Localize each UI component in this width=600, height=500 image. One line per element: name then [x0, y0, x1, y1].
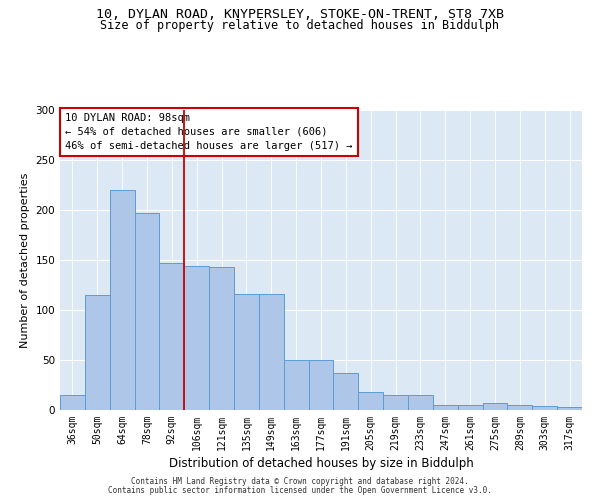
Bar: [259, 294, 284, 410]
X-axis label: Distribution of detached houses by size in Biddulph: Distribution of detached houses by size …: [169, 457, 473, 470]
Text: 10, DYLAN ROAD, KNYPERSLEY, STOKE-ON-TRENT, ST8 7XB: 10, DYLAN ROAD, KNYPERSLEY, STOKE-ON-TRE…: [96, 8, 504, 20]
Bar: [433, 405, 458, 410]
Bar: [85, 295, 110, 410]
Bar: [308, 360, 334, 410]
Bar: [482, 403, 508, 410]
Bar: [134, 213, 160, 410]
Bar: [383, 395, 408, 410]
Bar: [110, 190, 134, 410]
Bar: [408, 395, 433, 410]
Bar: [284, 360, 308, 410]
Bar: [508, 405, 532, 410]
Text: Contains HM Land Registry data © Crown copyright and database right 2024.: Contains HM Land Registry data © Crown c…: [131, 477, 469, 486]
Bar: [234, 294, 259, 410]
Bar: [334, 373, 358, 410]
Bar: [60, 395, 85, 410]
Text: 10 DYLAN ROAD: 98sqm
← 54% of detached houses are smaller (606)
46% of semi-deta: 10 DYLAN ROAD: 98sqm ← 54% of detached h…: [65, 113, 353, 151]
Bar: [160, 263, 184, 410]
Bar: [458, 405, 482, 410]
Bar: [557, 407, 582, 410]
Bar: [184, 266, 209, 410]
Text: Contains public sector information licensed under the Open Government Licence v3: Contains public sector information licen…: [108, 486, 492, 495]
Text: Size of property relative to detached houses in Biddulph: Size of property relative to detached ho…: [101, 18, 499, 32]
Bar: [358, 392, 383, 410]
Y-axis label: Number of detached properties: Number of detached properties: [20, 172, 30, 348]
Bar: [532, 406, 557, 410]
Bar: [209, 267, 234, 410]
